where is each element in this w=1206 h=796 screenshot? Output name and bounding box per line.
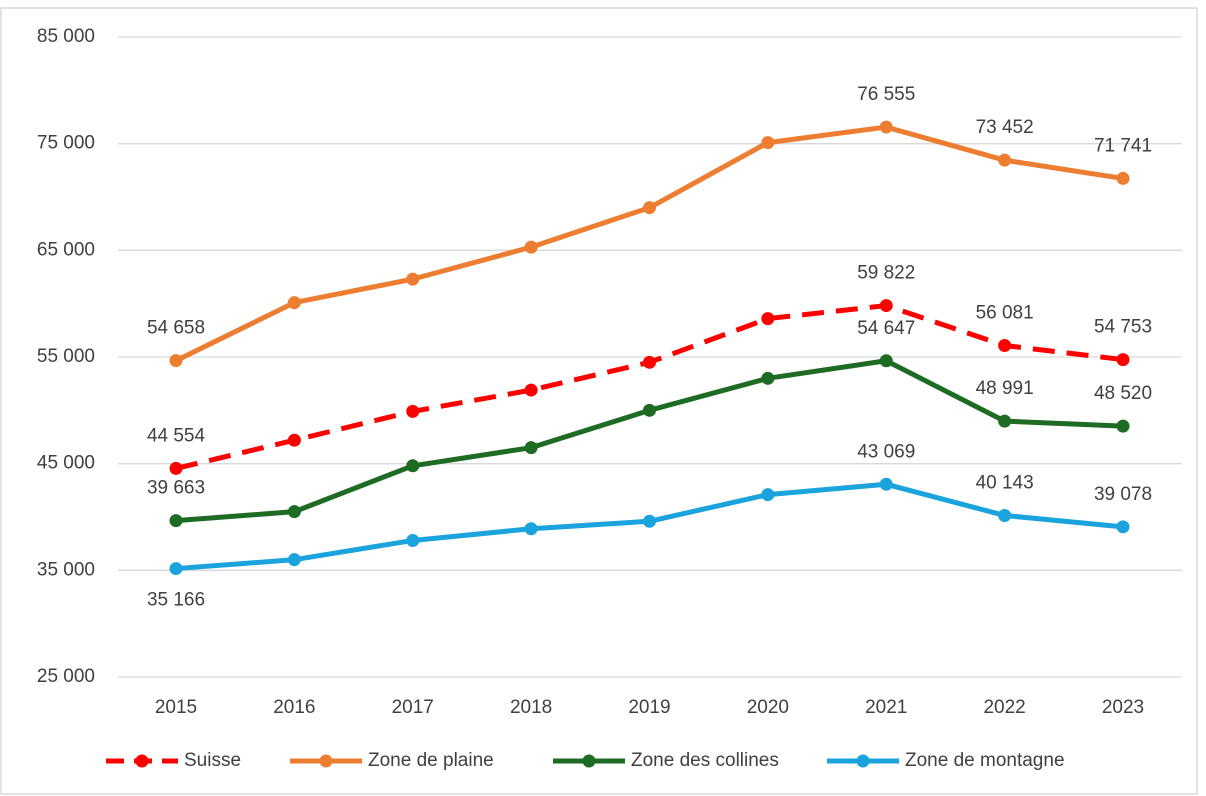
data-point: [998, 414, 1012, 428]
data-point: [287, 505, 301, 519]
data-label: 54 753: [1094, 317, 1152, 338]
data-point: [1116, 353, 1130, 367]
data-point: [1116, 419, 1130, 433]
data-label: 54 658: [147, 318, 205, 339]
x-tick-label: 2017: [392, 697, 434, 718]
legend-marker: [856, 754, 870, 768]
data-point: [879, 477, 893, 491]
series-line: [174, 124, 1124, 363]
chart-border: [0, 7, 1198, 795]
legend-label: Zone de plaine: [368, 750, 494, 771]
data-point: [998, 338, 1012, 352]
x-tick-label: 2023: [1102, 697, 1144, 718]
data-point: [524, 240, 538, 254]
x-tick-label: 2019: [628, 697, 670, 718]
data-point: [879, 354, 893, 368]
data-label: 48 991: [976, 378, 1034, 399]
data-label: 54 647: [857, 318, 915, 339]
data-point: [406, 272, 420, 286]
data-point: [406, 533, 420, 547]
data-point: [169, 514, 183, 528]
data-point: [169, 354, 183, 368]
y-tick-label: 85 000: [37, 26, 95, 47]
legend-label: Zone de montagne: [905, 750, 1065, 771]
data-label: 44 554: [147, 425, 206, 446]
data-point: [169, 562, 183, 576]
x-tick-label: 2018: [510, 697, 552, 718]
data-point: [287, 433, 301, 447]
x-tick-label: 2020: [747, 697, 789, 718]
x-tick-label: 2016: [273, 697, 315, 718]
data-label: 40 143: [976, 472, 1034, 493]
data-label: 43 069: [857, 441, 915, 462]
data-label: 35 166: [147, 590, 205, 611]
data-label: 39 078: [1094, 484, 1152, 505]
x-tick-label: 2022: [983, 697, 1025, 718]
data-point: [643, 355, 656, 369]
data-label: 76 555: [857, 84, 915, 105]
x-tick-label: 2015: [155, 697, 197, 718]
data-point: [761, 488, 775, 502]
data-label: 71 741: [1094, 135, 1152, 156]
data-point: [643, 403, 656, 417]
data-point: [998, 153, 1012, 167]
data-point: [643, 201, 656, 215]
data-label: 48 520: [1094, 383, 1152, 404]
y-tick-label: 75 000: [37, 133, 95, 154]
y-tick-label: 65 000: [37, 239, 95, 260]
data-point: [524, 383, 538, 397]
data-point: [169, 461, 183, 475]
data-label: 39 663: [147, 478, 205, 499]
data-point: [761, 312, 775, 326]
legend-marker: [319, 754, 333, 768]
legend-marker: [135, 754, 149, 768]
data-label: 73 452: [976, 117, 1034, 138]
legend-label: Suisse: [184, 750, 241, 771]
data-point: [879, 120, 893, 134]
x-tick-label: 2021: [865, 697, 907, 718]
data-point: [287, 553, 301, 567]
y-tick-label: 45 000: [37, 453, 95, 474]
y-tick-label: 25 000: [37, 666, 95, 687]
data-point: [643, 514, 656, 528]
data-label: 56 081: [976, 302, 1034, 323]
data-point: [1116, 171, 1130, 185]
data-point: [761, 371, 775, 385]
legend-label: Zone des collines: [631, 750, 779, 771]
legend-marker: [582, 754, 596, 768]
data-point: [879, 299, 893, 313]
data-point: [406, 459, 420, 473]
data-point: [524, 441, 538, 455]
data-label: 59 822: [857, 263, 915, 284]
y-tick-label: 55 000: [37, 346, 95, 367]
data-point: [761, 136, 775, 150]
data-point: [524, 522, 538, 536]
data-point: [1116, 520, 1130, 534]
data-point: [287, 296, 301, 310]
data-point: [998, 508, 1012, 522]
y-tick-label: 35 000: [37, 559, 95, 580]
data-point: [406, 404, 420, 418]
